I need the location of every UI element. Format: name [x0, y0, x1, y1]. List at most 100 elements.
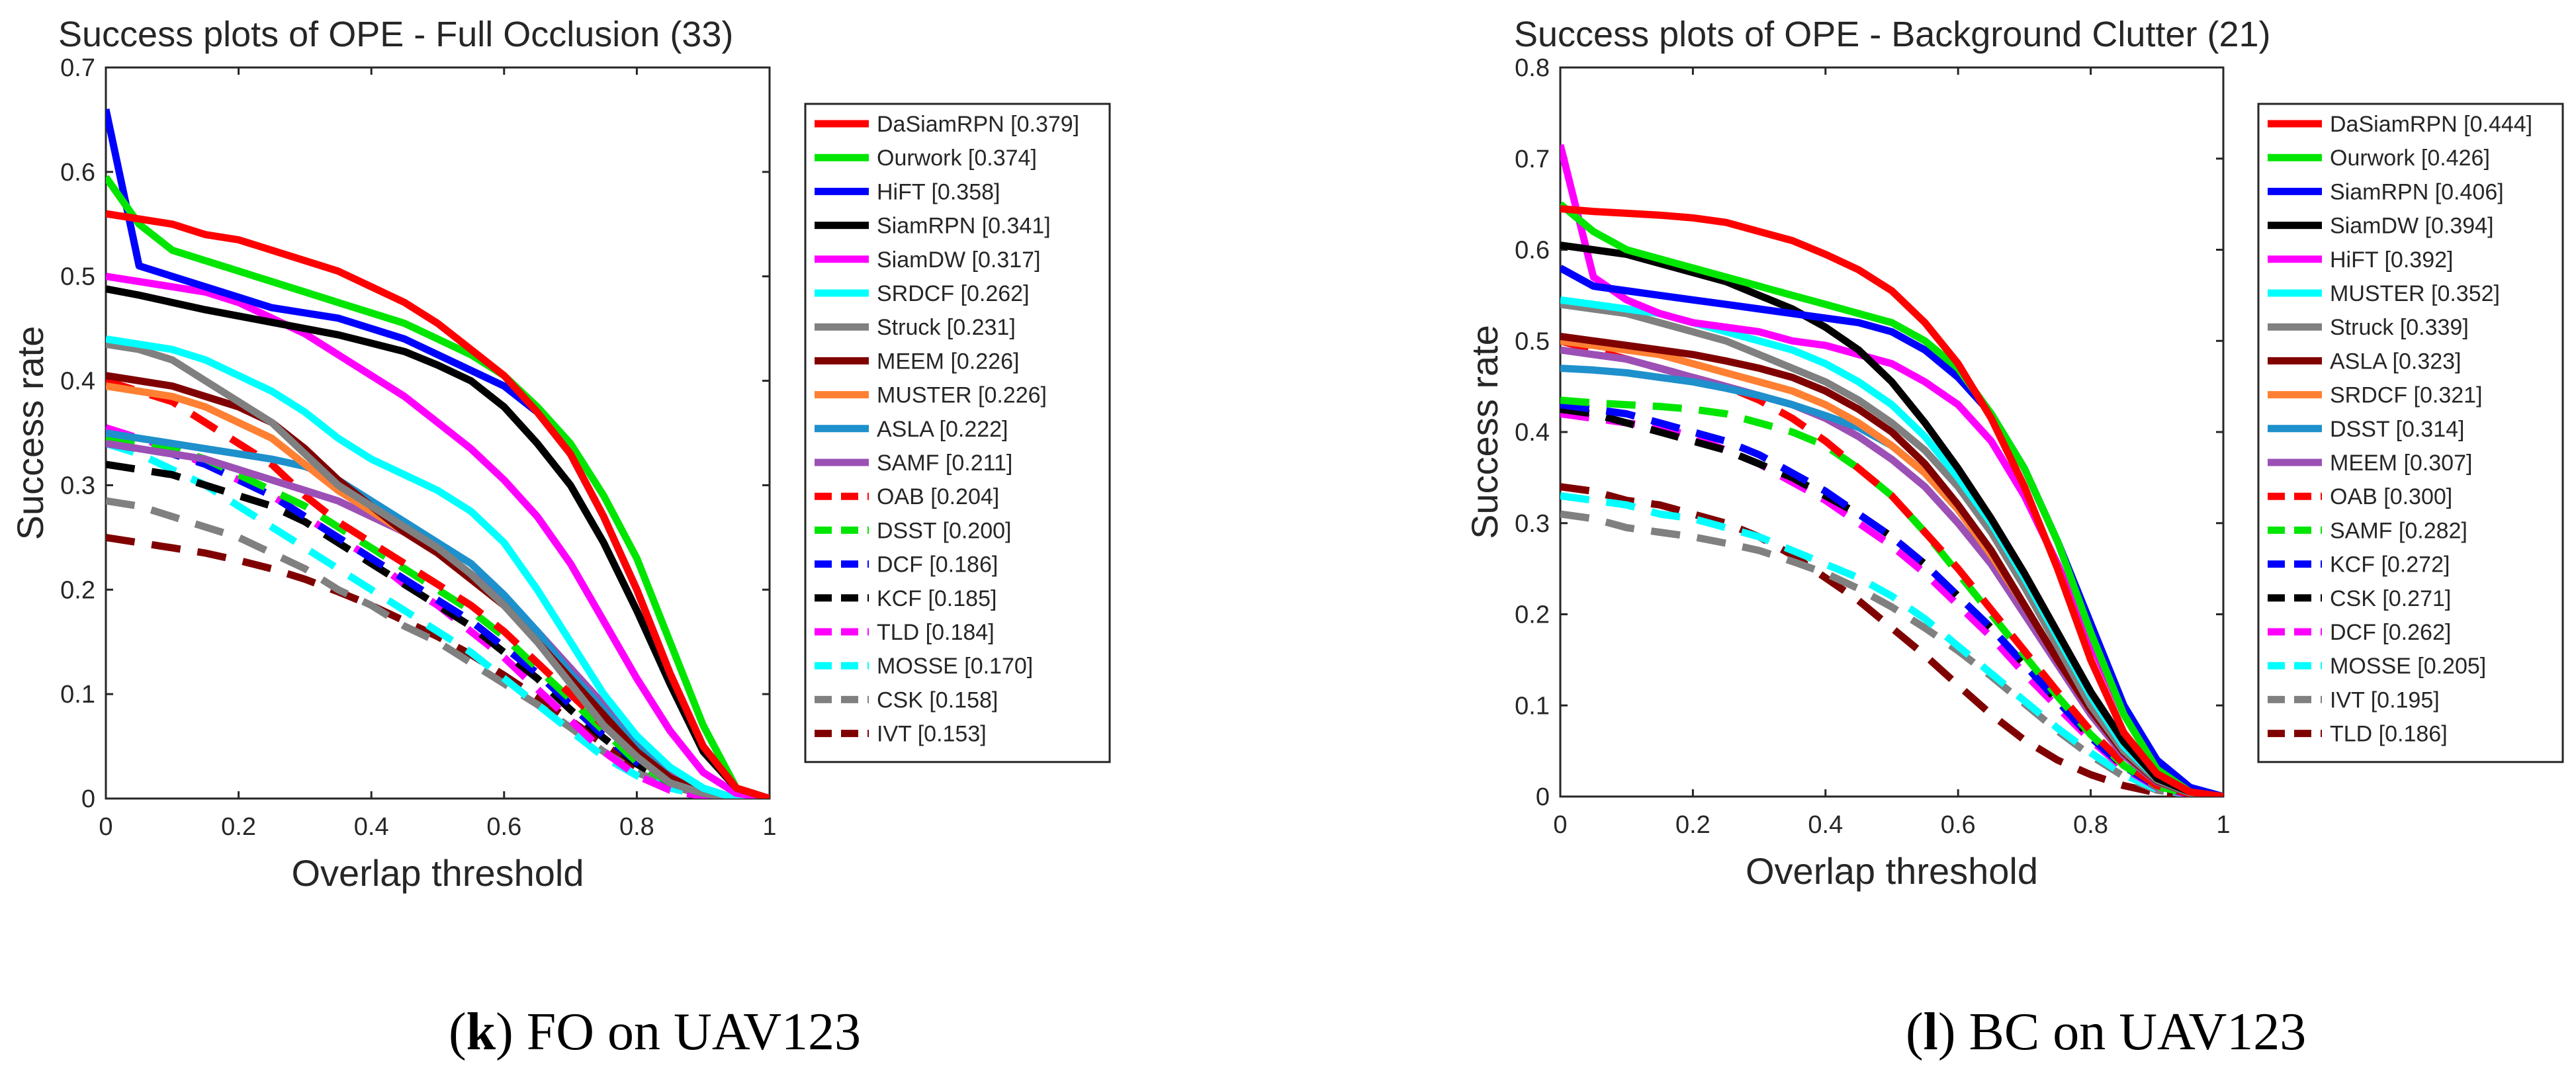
- legend-entry: MUSTER [0.352]: [2330, 281, 2500, 306]
- chart-title: Success plots of OPE - Full Occlusion (3…: [58, 15, 733, 54]
- series-line-dasiamrpn: [106, 210, 770, 799]
- series-line-dasiamrpn: [1560, 205, 2223, 797]
- x-tick-label: 0.6: [486, 813, 521, 841]
- caption-letter: l: [1923, 1003, 1938, 1061]
- x-tick-label: 0: [99, 813, 112, 841]
- series-line-siamdw: [1560, 241, 2223, 797]
- legend-entry: DCF [0.186]: [877, 552, 998, 578]
- y-tick-label: 0: [1536, 783, 1550, 811]
- series-line-kcf: [106, 460, 770, 799]
- series-line-ourwork: [106, 175, 770, 799]
- chart-0: Success plots of OPE - Full Occlusion (3…: [9, 15, 1111, 894]
- y-tick-label: 0.7: [1515, 146, 1550, 173]
- x-tick-label: 0: [1553, 811, 1567, 839]
- legend-entry: MEEM [0.307]: [2330, 451, 2472, 476]
- x-tick-label: 0.4: [1808, 811, 1843, 839]
- legend-entry: Struck [0.231]: [877, 315, 1016, 340]
- legend-entry: MEEM [0.226]: [877, 349, 1019, 374]
- legend-entry: KCF [0.272]: [2330, 552, 2450, 578]
- series-line-meem: [106, 372, 770, 799]
- plot-frame: [105, 66, 771, 800]
- x-axis-label: Overlap threshold: [291, 852, 584, 894]
- legend-entry: SAMF [0.211]: [877, 451, 1012, 476]
- caption-left: (k) FO on UAV123: [449, 1003, 862, 1061]
- legend-entry: SiamDW [0.317]: [877, 247, 1041, 273]
- y-tick-label: 0.8: [1515, 54, 1550, 82]
- y-tick-label: 0: [81, 785, 95, 813]
- legend-entry: HiFT [0.392]: [2330, 247, 2453, 273]
- legend-entry: KCF [0.185]: [877, 586, 997, 611]
- legend-entry: DSST [0.314]: [2330, 417, 2465, 442]
- legend-box: [804, 103, 1111, 763]
- legend-entry: DCF [0.262]: [2330, 620, 2451, 645]
- x-axis-label: Overlap threshold: [1746, 850, 2038, 892]
- y-tick-label: 0.3: [60, 472, 95, 499]
- series-line-tld: [1560, 483, 2223, 797]
- y-axis-label: Success rate: [1464, 325, 1505, 539]
- y-tick-label: 0.4: [60, 368, 95, 396]
- legend-entry: HiFT [0.358]: [877, 179, 1000, 204]
- legend-entry: TLD [0.186]: [2330, 722, 2448, 747]
- legend-entry: SiamRPN [0.406]: [2330, 179, 2504, 204]
- x-tick-label: 0.2: [221, 813, 256, 841]
- chart-1: Success plots of OPE - Background Clutte…: [1464, 15, 2564, 892]
- legend-entry: SiamRPN [0.341]: [877, 214, 1051, 239]
- series-line-mosse: [1560, 492, 2223, 797]
- series-line-ourwork: [1560, 201, 2223, 797]
- legend-entry: SAMF [0.282]: [2330, 518, 2467, 543]
- legend-entry: IVT [0.153]: [877, 722, 987, 747]
- legend-entry: Ourwork [0.374]: [877, 146, 1037, 171]
- series-group: [1560, 144, 2223, 797]
- legend-entry: ASLA [0.323]: [2330, 349, 2462, 374]
- legend-entry: SiamDW [0.394]: [2330, 214, 2494, 239]
- legend-entry: MOSSE [0.205]: [2330, 654, 2486, 679]
- legend-entry: IVT [0.195]: [2330, 687, 2440, 713]
- x-tick-label: 1: [762, 813, 776, 841]
- legend-entry: ASLA [0.222]: [877, 417, 1008, 442]
- legend: DaSiamRPN [0.379] Ourwork [0.374] HiFT [0.…: [804, 103, 1111, 763]
- y-tick-label: 0.4: [1515, 419, 1550, 447]
- y-tick-label: 0.6: [1515, 237, 1550, 265]
- legend-entry: MUSTER [0.226]: [877, 383, 1047, 408]
- series-line-oab: [106, 377, 770, 799]
- y-tick-label: 0.1: [60, 681, 95, 709]
- series-group: [106, 108, 770, 799]
- legend-entry: TLD [0.184]: [877, 620, 995, 645]
- legend-entry: CSK [0.271]: [2330, 586, 2451, 611]
- y-tick-label: 0.3: [1515, 510, 1550, 538]
- caption-text: FO on UAV123: [526, 1003, 862, 1061]
- caption-letter: k: [466, 1003, 496, 1061]
- legend-entry: DaSiamRPN [0.444]: [2330, 112, 2532, 137]
- legend-entry: SRDCF [0.262]: [877, 281, 1030, 306]
- y-tick-label: 0.1: [1515, 692, 1550, 720]
- series-line-srdcf: [106, 335, 770, 799]
- legend-entry: SRDCF [0.321]: [2330, 383, 2483, 408]
- x-tick-label: 0.8: [619, 813, 654, 841]
- legend-entry: Ourwork [0.426]: [2330, 146, 2490, 171]
- legend-entry: DaSiamRPN [0.379]: [877, 112, 1079, 137]
- y-tick-label: 0.2: [60, 576, 95, 604]
- series-line-struck: [106, 340, 770, 799]
- x-tick-label: 1: [2216, 811, 2230, 839]
- caption-right: (l) BC on UAV123: [1906, 1003, 2307, 1061]
- y-tick-label: 0.7: [60, 54, 95, 82]
- legend-entry: OAB [0.204]: [877, 484, 999, 509]
- caption-text: BC on UAV123: [1969, 1003, 2307, 1061]
- chart-title: Success plots of OPE - Background Clutte…: [1514, 15, 2271, 54]
- series-line-siamdw: [106, 273, 770, 799]
- y-tick-label: 0.2: [1515, 601, 1550, 629]
- legend-entry: DSST [0.200]: [877, 518, 1012, 543]
- y-axis-label: Success rate: [9, 326, 51, 541]
- y-tick-label: 0.5: [60, 263, 95, 291]
- y-tick-label: 0.6: [60, 159, 95, 187]
- series-line-siamrpn: [106, 285, 770, 799]
- x-tick-label: 0.4: [354, 813, 389, 841]
- y-tick-label: 0.5: [1515, 327, 1550, 355]
- legend-entry: CSK [0.158]: [877, 687, 998, 713]
- legend-entry: MOSSE [0.170]: [877, 654, 1033, 679]
- legend-entry: OAB [0.300]: [2330, 484, 2452, 509]
- legend: DaSiamRPN [0.444] Ourwork [0.426] SiamRPN …: [2257, 103, 2564, 763]
- x-tick-label: 0.8: [2073, 811, 2108, 839]
- legend-entry: Struck [0.339]: [2330, 315, 2469, 340]
